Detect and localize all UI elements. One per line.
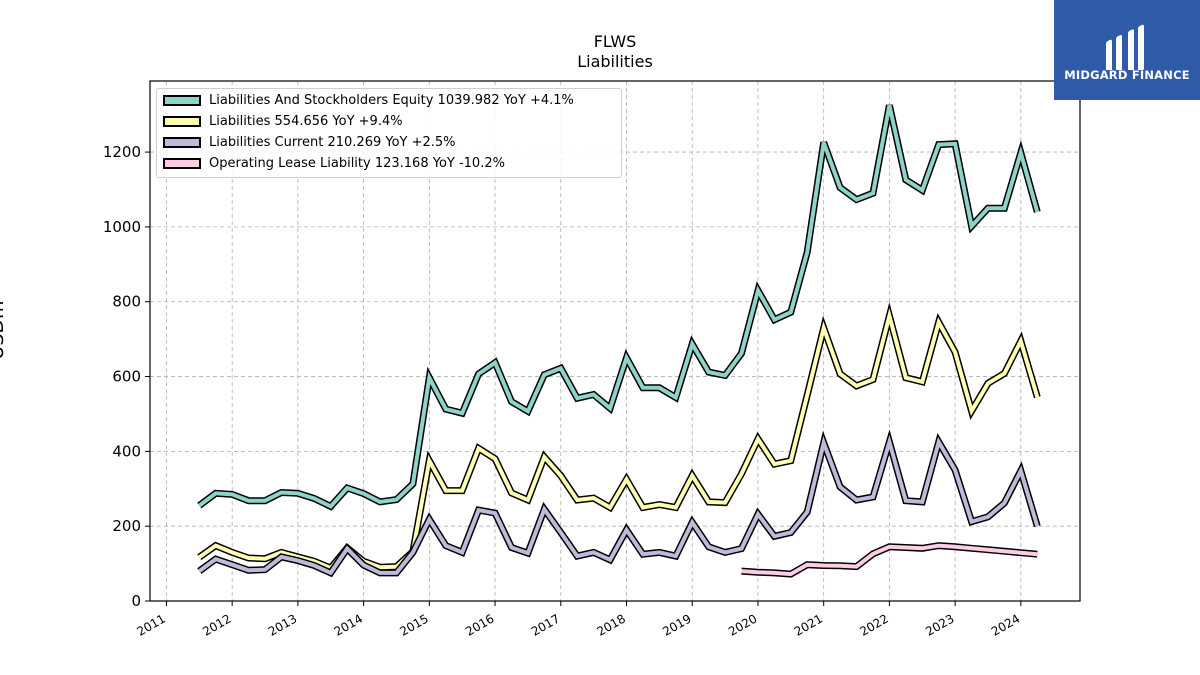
logo-text: MIDGARD FINANCE <box>1064 68 1190 82</box>
x-tick-label: 2022 <box>857 611 890 638</box>
brand-logo: MIDGARD FINANCE <box>1054 0 1200 100</box>
x-tick-label: 2011 <box>134 611 167 638</box>
x-tick-label: 2019 <box>660 611 693 638</box>
series-line <box>198 307 1040 571</box>
x-tick-label: 2014 <box>332 611 365 638</box>
series-line <box>198 434 1040 576</box>
legend-label: Liabilities Current 210.269 YoY +2.5% <box>209 135 456 150</box>
legend-swatch <box>163 137 201 148</box>
legend-label: Operating Lease Liability 123.168 YoY -1… <box>209 156 505 171</box>
x-tick-label: 2013 <box>266 611 299 638</box>
y-tick-label: 200 <box>112 517 141 535</box>
chart-subtitle: Liabilities <box>577 52 653 71</box>
y-tick-label: 1000 <box>103 218 141 236</box>
legend: Liabilities And Stockholders Equity 1039… <box>156 88 622 178</box>
chart-title: FLWS <box>593 32 637 51</box>
x-tick-label: 2024 <box>989 611 1022 638</box>
x-tick-label: 2012 <box>200 611 233 638</box>
y-tick-label: 800 <box>112 293 141 311</box>
series-line <box>741 543 1038 577</box>
x-tick-label: 2015 <box>397 611 430 638</box>
y-axis-label: USDm <box>0 300 8 360</box>
series-liabilities-and-stockholders-equity <box>197 104 1041 511</box>
x-tick-label: 2016 <box>463 611 496 638</box>
y-tick-label: 600 <box>112 368 141 386</box>
legend-swatch <box>163 158 201 169</box>
series-line-outline <box>197 302 1041 573</box>
legend-swatch <box>163 95 201 106</box>
logo-mark-icon <box>1106 24 1144 80</box>
x-tick-label: 2018 <box>595 611 628 638</box>
x-tick-label: 2020 <box>726 611 759 638</box>
y-tick-label: 1200 <box>103 143 141 161</box>
legend-label: Liabilities 554.656 YoY +9.4% <box>209 114 403 129</box>
x-tick-label: 2023 <box>923 611 956 638</box>
legend-label: Liabilities And Stockholders Equity 1039… <box>209 93 574 108</box>
series-operating-lease-liability <box>741 542 1038 578</box>
plot-area-frame <box>149 80 1081 602</box>
x-tick-label: 2021 <box>792 611 825 638</box>
legend-swatch <box>163 116 201 127</box>
series-line <box>198 104 1040 509</box>
x-tick-label: 2017 <box>529 611 562 638</box>
series-lines <box>197 104 1041 578</box>
series-liabilities <box>197 302 1041 573</box>
y-tick-label: 400 <box>112 442 141 460</box>
y-tick-label: 0 <box>131 592 141 610</box>
series-liabilities-current <box>197 429 1041 578</box>
